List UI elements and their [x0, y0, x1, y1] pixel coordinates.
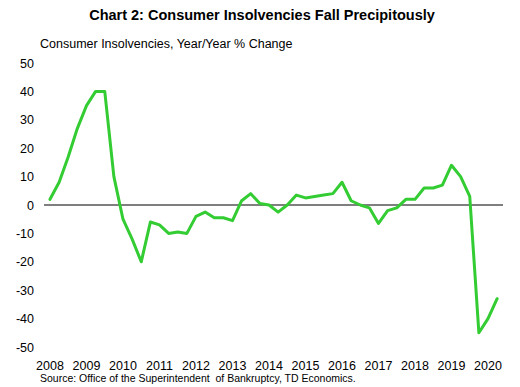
x-tick-label: 2018: [401, 359, 429, 373]
x-tick-label: 2014: [255, 359, 283, 373]
y-tick-label: 20: [20, 142, 34, 156]
y-tick-label: 50: [20, 57, 34, 71]
title: Chart 2: Consumer Insolvencies Fall Prec…: [89, 7, 435, 23]
y-axis-label: Consumer Insolvencies, Year/Year % Chang…: [40, 37, 293, 51]
source-note: Source: Office of the Superintendent of …: [40, 372, 356, 384]
x-tick-label: 2016: [328, 359, 356, 373]
y-tick-label: 0: [27, 199, 34, 213]
y-tick-label: 10: [20, 170, 34, 184]
chart: Chart 2: Consumer Insolvencies Fall Prec…: [0, 0, 520, 387]
data-line: [50, 91, 497, 332]
x-tick-label: 2017: [365, 359, 393, 373]
plot-area: [50, 91, 497, 332]
x-tick-label: 2020: [474, 359, 502, 373]
x-tick-label: 2009: [73, 359, 101, 373]
x-tick-label: 2012: [182, 359, 210, 373]
zero-line: [44, 204, 503, 205]
y-tick-label: 40: [20, 85, 34, 99]
y-tick-label: -30: [16, 284, 34, 298]
x-tick-label: 2015: [292, 359, 320, 373]
x-tick-label: 2019: [438, 359, 466, 373]
y-tick-label: -50: [16, 341, 34, 355]
x-tick-label: 2010: [109, 359, 137, 373]
y-tick-label: -10: [16, 227, 34, 241]
x-tick-label: 2013: [219, 359, 247, 373]
x-tick-label: 2008: [36, 359, 64, 373]
x-tick-label: 2011: [146, 359, 173, 373]
y-tick-label: -20: [16, 255, 34, 269]
y-tick-label: 30: [20, 113, 34, 127]
y-tick-label: -40: [16, 312, 34, 326]
